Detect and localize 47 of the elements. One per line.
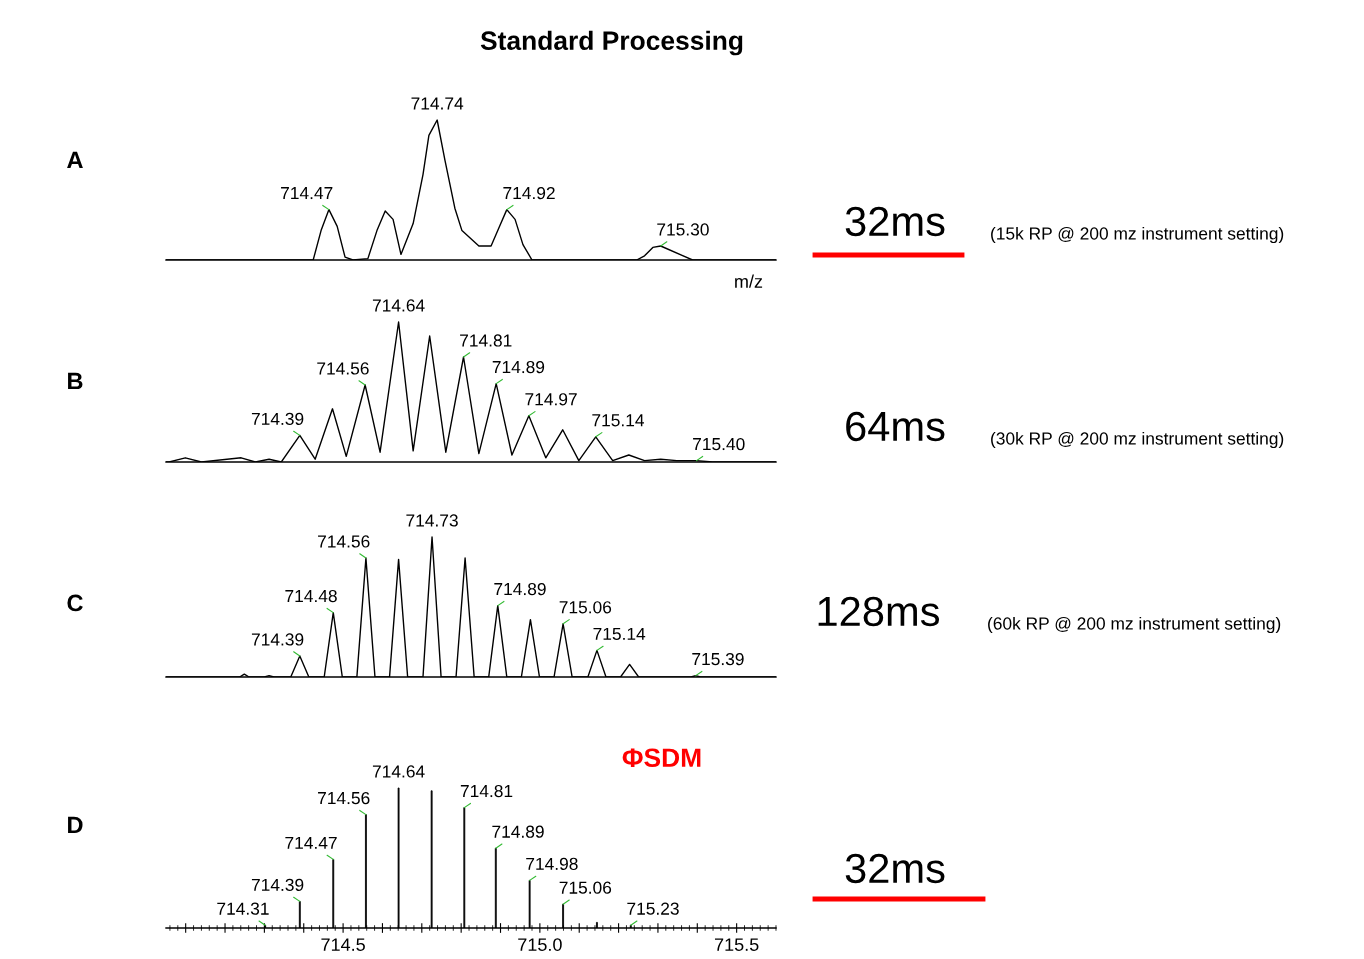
annotation: 714.89 (494, 582, 546, 596)
x-tick-label: 715.0 (518, 938, 562, 951)
annotation: 714.39 (251, 412, 304, 426)
annotation: 714.47 (281, 187, 333, 200)
text: 128ms (818, 596, 940, 627)
annotation: 714.81 (460, 784, 513, 798)
annotation: 714.97 (525, 393, 577, 406)
text: (60k RP @ 200 mz instrument setting) (988, 616, 1281, 634)
annotation: 715.06 (559, 601, 612, 614)
text: Standard Processing (480, 30, 743, 56)
text: 32ms (845, 853, 945, 884)
text: C (67, 594, 83, 612)
annotation: 714.31 (217, 902, 269, 915)
annotation: 714.89 (492, 360, 545, 374)
annotation: 715.23 (627, 902, 679, 915)
text: B (68, 372, 83, 390)
annotation: 714.64 (372, 765, 425, 778)
annotation: 715.39 (692, 652, 744, 666)
annotation: 714.98 (526, 857, 578, 871)
text: ΦSDM (622, 748, 701, 768)
annotation: 714.39 (251, 633, 304, 646)
annotation: 714.48 (285, 589, 337, 603)
annotation: 714.64 (372, 299, 425, 312)
annotation: 715.14 (593, 627, 646, 641)
x-tick-label: 714.5 (321, 938, 365, 951)
annotation: 715.14 (592, 414, 645, 427)
annotation: 714.74 (411, 97, 464, 110)
text: A (67, 151, 83, 169)
annotation: 715.06 (559, 881, 612, 894)
text: 64ms (846, 411, 945, 442)
text: (30k RP @ 200 mz instrument setting) (991, 431, 1284, 449)
annotation: 714.56 (317, 362, 369, 375)
annotation: 714.89 (492, 825, 544, 838)
annotation: 714.47 (285, 836, 337, 849)
text: (15k RP @ 200 mz instrument setting) (991, 226, 1284, 244)
annotation: 714.81 (460, 334, 512, 347)
text: D (68, 816, 83, 834)
annotation: 714.73 (406, 514, 458, 527)
text: 32ms (845, 206, 945, 237)
annotation: 715.40 (693, 437, 745, 451)
x-axis-title: m/z (735, 274, 763, 288)
annotation: 714.56 (318, 791, 370, 805)
x-tick-label: 715.5 (714, 938, 759, 951)
annotation: 714.92 (503, 186, 555, 200)
annotation: 714.56 (318, 535, 370, 548)
annotation: 715.30 (657, 223, 709, 236)
annotation: 714.39 (251, 878, 304, 892)
